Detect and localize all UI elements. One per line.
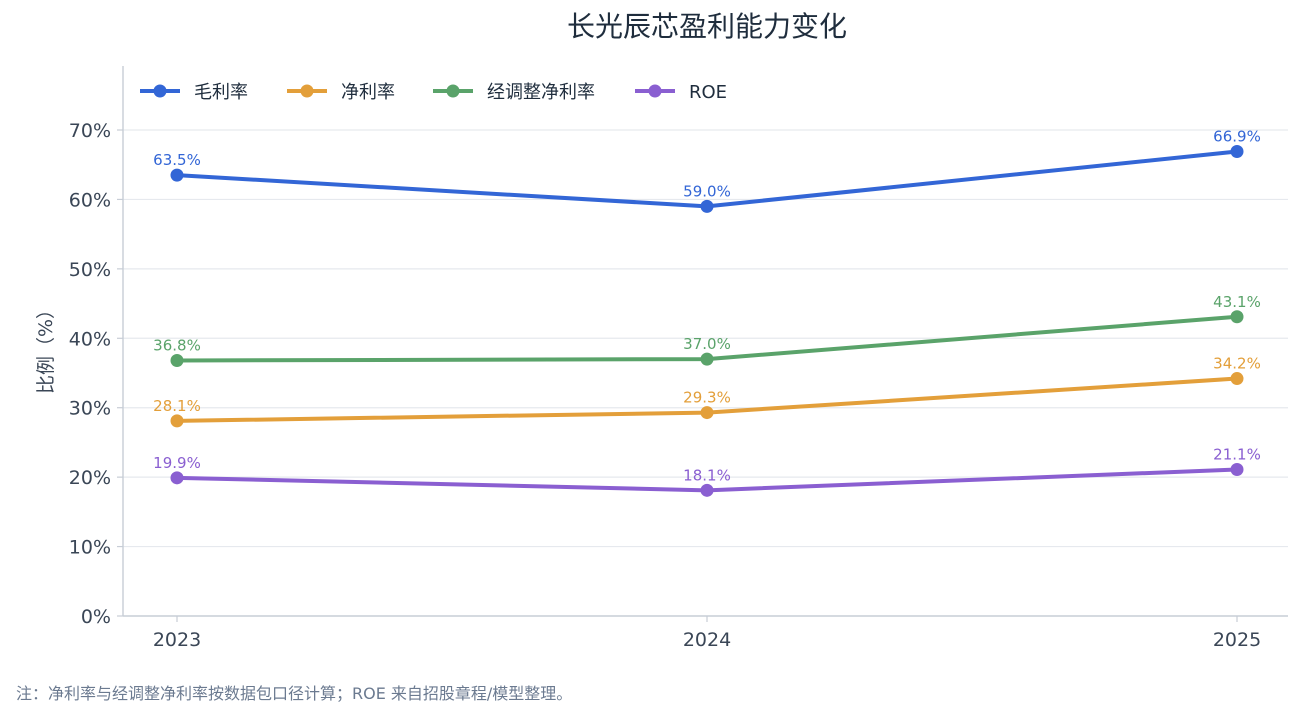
data-point — [700, 199, 714, 213]
y-axis-label: 比例（%） — [35, 300, 57, 394]
data-label: 59.0% — [683, 182, 731, 200]
legend: 毛利率 净利率 经调整净利率 ROE — [140, 82, 727, 103]
data-label: 21.1% — [1213, 446, 1261, 464]
legend-item: 经调整净利率 — [433, 82, 595, 103]
y-tick-label: 50% — [69, 259, 111, 281]
data-label: 28.1% — [153, 397, 201, 415]
series-1: 28.1% 29.3% 34.2% — [153, 355, 1261, 428]
legend-label: 净利率 — [341, 82, 395, 103]
y-tick-label: 20% — [69, 467, 111, 489]
x-tick-label: 2023 — [153, 629, 201, 651]
data-label: 63.5% — [153, 151, 201, 169]
data-point — [700, 406, 714, 420]
y-tick-label: 40% — [69, 328, 111, 350]
legend-label: 经调整净利率 — [487, 82, 595, 103]
data-point — [700, 352, 714, 366]
legend-swatch-marker — [300, 84, 314, 98]
data-label: 37.0% — [683, 335, 731, 353]
data-point — [1230, 372, 1244, 386]
data-point — [1230, 463, 1244, 477]
series-0: 63.5% 59.0% 66.9% — [153, 128, 1261, 213]
data-point — [1230, 145, 1244, 159]
data-label: 34.2% — [1213, 355, 1261, 373]
legend-swatch-marker — [153, 84, 167, 98]
legend-label: ROE — [689, 82, 727, 103]
footnote: 注：净利率与经调整净利率按数据包口径计算；ROE 来自招股章程/模型整理。 — [16, 684, 573, 703]
legend-item: 毛利率 — [140, 82, 248, 103]
data-label: 36.8% — [153, 337, 201, 355]
data-label: 43.1% — [1213, 293, 1261, 311]
legend-item: 净利率 — [287, 82, 395, 103]
y-tick-label: 30% — [69, 398, 111, 420]
x-tick-label: 2024 — [683, 629, 731, 651]
axes: 0% 10% 20% 30% 40% 50% 60% 70% 2023 2024 2025 — [69, 66, 1288, 651]
data-label: 29.3% — [683, 389, 731, 407]
data-point — [170, 414, 184, 428]
y-tick-label: 60% — [69, 189, 111, 211]
y-tick-label: 0% — [81, 606, 111, 628]
data-point — [170, 471, 184, 485]
series-3: 19.9% 18.1% 21.1% — [153, 446, 1261, 497]
legend-item: ROE — [635, 82, 727, 103]
series-2: 36.8% 37.0% 43.1% — [153, 293, 1261, 368]
data-label: 66.9% — [1213, 128, 1261, 146]
y-tick-label: 10% — [69, 537, 111, 559]
legend-swatch-marker — [648, 84, 662, 98]
data-label: 19.9% — [153, 454, 201, 472]
data-point — [700, 483, 714, 497]
data-point — [1230, 310, 1244, 324]
data-point — [170, 354, 184, 368]
y-tick-label: 70% — [69, 120, 111, 142]
legend-label: 毛利率 — [194, 82, 248, 103]
series-layer: 63.5% 59.0% 66.9% 28.1% 29.3% 34.2% 36.8% 37.0%… — [153, 128, 1261, 497]
x-tick-label: 2025 — [1213, 629, 1261, 651]
data-label: 18.1% — [683, 466, 731, 484]
data-point — [170, 168, 184, 182]
legend-swatch-marker — [446, 84, 460, 98]
chart-title: 长光辰芯盈利能力变化 — [567, 10, 847, 43]
